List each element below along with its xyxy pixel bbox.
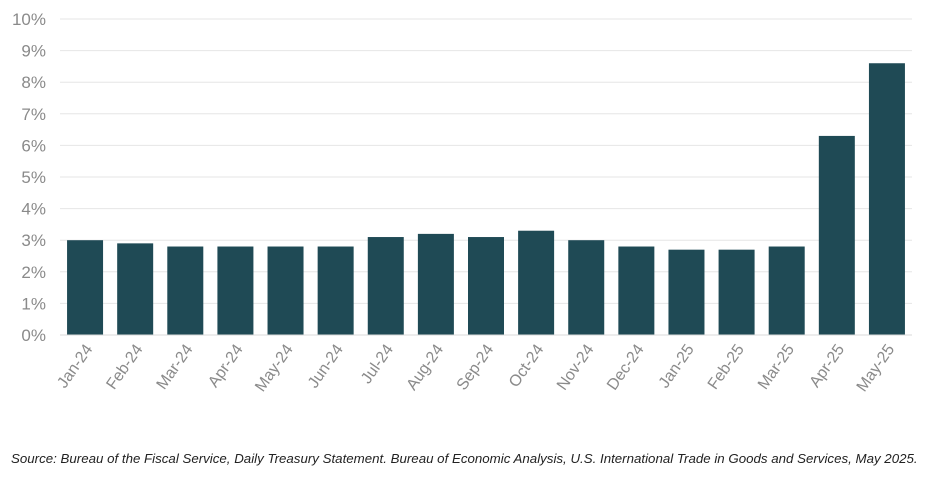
x-tick-label: Mar-25 [755,341,798,392]
bar-aug-24 [417,233,454,335]
bar-chart: 0%1%2%3%4%5%6%7%8%9%10%Jan-24 Feb-24 Mar-2… [12,10,912,395]
x-tick-label: Apr-24 [205,341,247,390]
x-tick-label: Oct-24 [506,341,548,390]
y-tick-label: 3% [21,231,46,250]
bar-apr-24 [217,246,254,335]
x-tick-label: Sep-24 [454,341,498,393]
bar-dec-24 [618,246,655,335]
source-note: Source: Bureau of the Fiscal Service, Da… [11,451,918,466]
bar-apr-25 [818,135,855,335]
y-tick-label: 1% [21,294,46,313]
x-tick-label: Jan-24 [54,341,96,391]
x-tick-label: May-25 [854,341,899,395]
bar-jun-24 [317,246,354,335]
bar-nov-24 [568,240,605,335]
x-tick-label: Dec-24 [604,341,648,393]
y-tick-label: 6% [21,136,46,155]
bar-feb-24 [117,243,154,335]
bar-mar-25 [768,246,805,335]
bar-oct-24 [518,230,555,335]
y-tick-label: 2% [21,263,46,282]
y-tick-label: 8% [21,73,46,92]
x-tick-label: Apr-25 [807,341,849,390]
bar-jan-24 [67,240,104,335]
y-tick-label: 0% [21,326,46,345]
bar-jan-25 [668,249,705,335]
x-tick-label: Feb-25 [705,341,748,392]
bar-mar-24 [167,246,204,335]
y-tick-label: 4% [21,200,46,219]
x-tick-label: May-24 [252,341,297,395]
y-tick-label: 5% [21,168,46,187]
bar-jul-24 [367,237,404,335]
y-tick-label: 9% [21,42,46,61]
y-tick-label: 10% [12,10,46,29]
x-tick-label: Nov-24 [554,341,598,393]
x-tick-label: Feb-24 [103,341,146,392]
bar-sep-24 [468,237,504,335]
y-tick-label: 7% [21,105,46,124]
x-tick-label: Jan-25 [656,341,698,391]
x-tick-label: Mar-24 [154,341,197,392]
bar-may-24 [267,246,304,335]
x-tick-label: Jul-24 [358,341,397,387]
x-tick-label: Jun-24 [305,341,347,391]
bar-may-25 [868,63,905,336]
x-tick-label: Aug-24 [404,341,448,393]
bar-feb-25 [718,249,755,335]
